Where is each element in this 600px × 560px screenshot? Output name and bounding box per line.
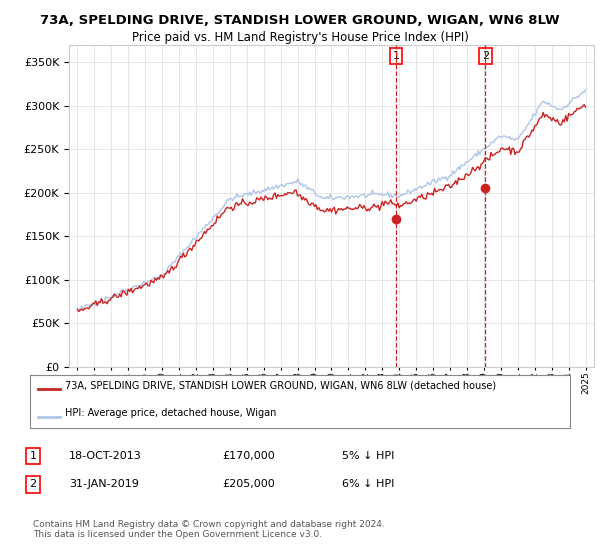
Text: Price paid vs. HM Land Registry's House Price Index (HPI): Price paid vs. HM Land Registry's House …: [131, 31, 469, 44]
Text: 73A, SPELDING DRIVE, STANDISH LOWER GROUND, WIGAN, WN6 8LW: 73A, SPELDING DRIVE, STANDISH LOWER GROU…: [40, 14, 560, 27]
Text: 5% ↓ HPI: 5% ↓ HPI: [342, 451, 394, 461]
Text: 1: 1: [392, 51, 400, 61]
Text: 2: 2: [482, 51, 489, 61]
Text: 73A, SPELDING DRIVE, STANDISH LOWER GROUND, WIGAN, WN6 8LW (detached house): 73A, SPELDING DRIVE, STANDISH LOWER GROU…: [65, 380, 496, 390]
Text: £205,000: £205,000: [222, 479, 275, 489]
Text: 31-JAN-2019: 31-JAN-2019: [69, 479, 139, 489]
Text: 2: 2: [29, 479, 37, 489]
Text: Contains HM Land Registry data © Crown copyright and database right 2024.
This d: Contains HM Land Registry data © Crown c…: [33, 520, 385, 539]
Text: 1: 1: [29, 451, 37, 461]
Text: £170,000: £170,000: [222, 451, 275, 461]
Text: HPI: Average price, detached house, Wigan: HPI: Average price, detached house, Wiga…: [65, 408, 277, 418]
Text: 18-OCT-2013: 18-OCT-2013: [69, 451, 142, 461]
Text: 6% ↓ HPI: 6% ↓ HPI: [342, 479, 394, 489]
